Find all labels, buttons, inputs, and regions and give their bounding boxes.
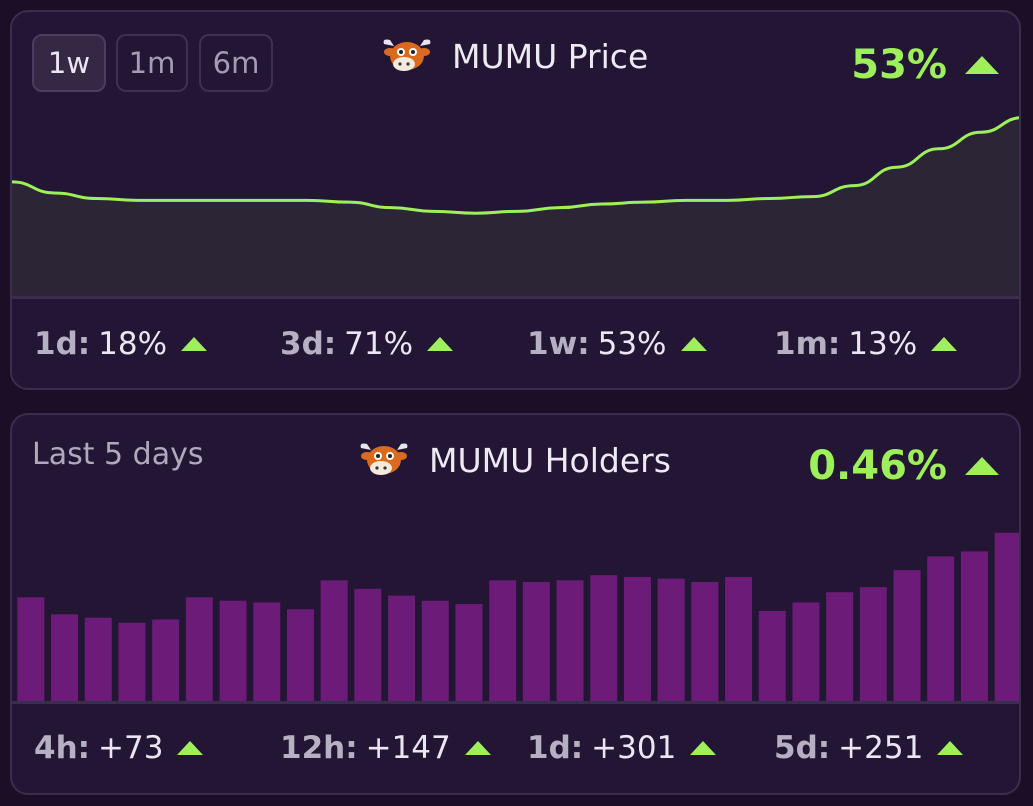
up-arrow-icon: [464, 741, 491, 755]
price-stat-1m: 1m: 13%: [774, 326, 958, 362]
holders-bar: [522, 582, 550, 701]
holders-stat-1d-value: +301: [591, 730, 677, 766]
price-stat-3d: 3d: 71%: [280, 326, 454, 362]
price-change-value: 53%: [851, 42, 947, 88]
price-stat-1m-value: 13%: [848, 326, 918, 362]
up-arrow-icon: [177, 741, 204, 755]
range-button-6m[interactable]: 6m: [199, 34, 273, 92]
holders-bar: [152, 619, 180, 701]
up-arrow-icon: [181, 337, 208, 351]
holders-change-value: 0.46%: [808, 443, 947, 489]
holders-card: Last 5 days MUMU Holders 0.46% 4h: +73 1…: [10, 413, 1021, 795]
price-line: [12, 116, 1019, 215]
price-stat-1d: 1d: 18%: [34, 326, 208, 362]
holders-bar: [17, 597, 45, 701]
holders-stat-4h-value: +73: [98, 730, 164, 766]
holders-change: 0.46%: [808, 443, 999, 489]
holders-bar: [590, 575, 618, 701]
price-area-chart: [12, 116, 1019, 296]
up-arrow-icon: [680, 337, 707, 351]
mumu-bull-logo-icon: [360, 443, 408, 475]
holders-bar: [657, 578, 685, 701]
holders-stat-1d: 1d: +301: [527, 730, 717, 766]
holders-range-label: Last 5 days: [32, 437, 204, 472]
price-divider: [12, 296, 1019, 299]
holders-bar: [185, 597, 213, 701]
up-arrow-icon: [690, 741, 717, 755]
price-stat-3d-key: 3d:: [280, 326, 337, 362]
holders-bar: [994, 532, 1019, 701]
holders-bar: [489, 580, 517, 701]
range-button-1m[interactable]: 1m: [116, 34, 188, 92]
holders-stat-5d-value: +251: [838, 730, 924, 766]
price-stat-1w-key: 1w:: [527, 326, 590, 362]
price-stat-1d-value: 18%: [98, 326, 168, 362]
holders-divider: [12, 701, 1019, 704]
holders-stat-4h-key: 4h:: [34, 730, 91, 766]
holders-bar: [826, 592, 854, 701]
holders-stat-12h-key: 12h:: [280, 730, 358, 766]
up-arrow-icon: [931, 337, 958, 351]
holders-bar: [455, 604, 483, 701]
holders-bar: [354, 588, 382, 701]
holders-bar: [623, 576, 651, 701]
price-stat-3d-value: 71%: [344, 326, 414, 362]
up-arrow-icon: [965, 457, 999, 475]
price-title: MUMU Price: [380, 36, 648, 76]
up-arrow-icon: [965, 56, 999, 74]
holders-bar: [691, 582, 719, 701]
range-button-1w[interactable]: 1w: [32, 34, 106, 92]
holders-title-text: MUMU Holders: [429, 440, 671, 480]
holders-bar: [893, 570, 921, 701]
holders-bar: [556, 580, 584, 701]
holders-bar: [388, 595, 416, 701]
price-stat-1m-key: 1m:: [774, 326, 841, 362]
holders-bar: [792, 602, 820, 701]
price-title-text: MUMU Price: [452, 36, 649, 76]
price-card: 1w 1m 6m MUMU Price 53% 1d: 18% 3d: 71% …: [10, 10, 1021, 390]
holders-bar: [253, 602, 281, 701]
holders-stat-1d-key: 1d:: [527, 730, 584, 766]
holders-bar: [118, 622, 146, 701]
holders-bar: [51, 614, 79, 701]
holders-bar: [758, 610, 786, 701]
up-arrow-icon: [427, 337, 454, 351]
holders-bar: [286, 609, 314, 701]
price-stat-1w: 1w: 53%: [527, 326, 707, 362]
holders-bar: [927, 556, 955, 701]
holders-bar: [219, 600, 247, 701]
price-area-fill: [12, 117, 1019, 296]
holders-title: MUMU Holders: [357, 440, 671, 480]
holders-stat-12h-value: +147: [365, 730, 451, 766]
holders-stat-4h: 4h: +73: [34, 730, 204, 766]
holders-bar: [84, 617, 112, 701]
price-stat-1d-key: 1d:: [34, 326, 91, 362]
holders-bar: [859, 587, 887, 701]
holders-stat-12h: 12h: +147: [280, 730, 491, 766]
price-change: 53%: [851, 42, 999, 88]
holders-bar: [725, 576, 753, 701]
holders-bar: [421, 600, 449, 701]
holders-stat-5d-key: 5d:: [774, 730, 831, 766]
holders-stat-5d: 5d: +251: [774, 730, 964, 766]
holders-bar: [960, 551, 988, 701]
holders-bar: [320, 580, 348, 701]
price-stat-1w-value: 53%: [597, 326, 667, 362]
mumu-bull-logo-icon: [383, 39, 431, 71]
up-arrow-icon: [937, 741, 964, 755]
holders-bar-chart: [17, 532, 1019, 701]
